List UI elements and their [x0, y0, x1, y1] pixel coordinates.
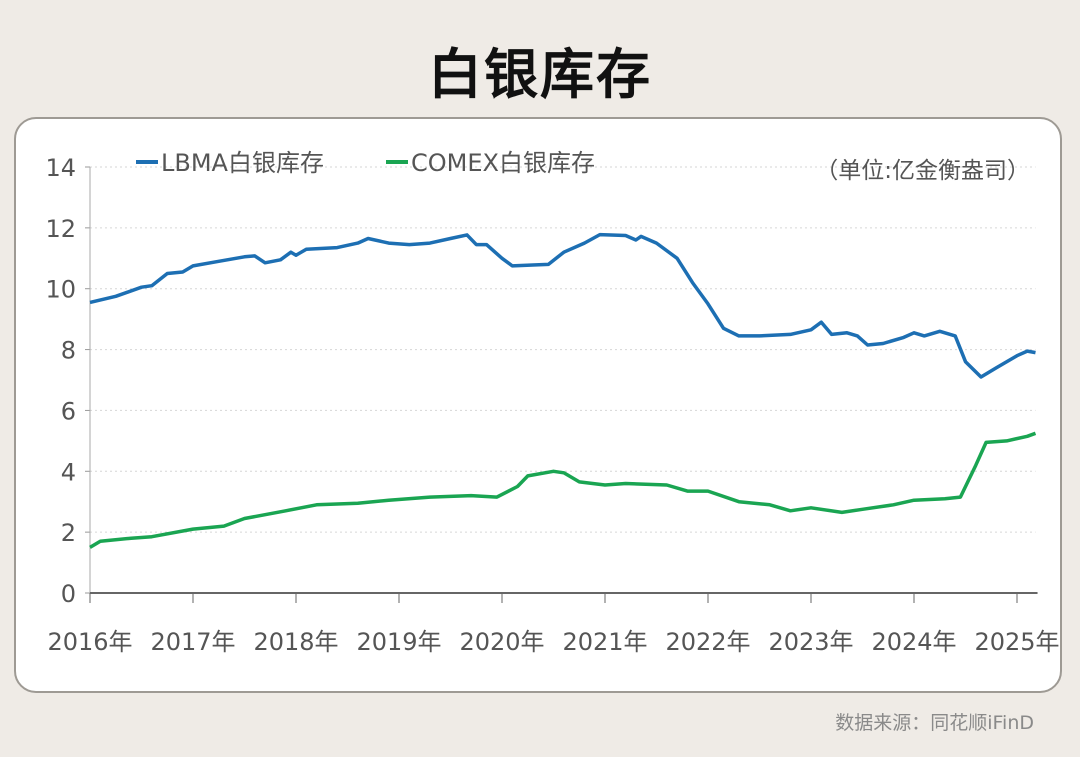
legend-label: COMEX白银库存 [411, 149, 595, 177]
y-tick-label: 4 [61, 458, 76, 486]
y-tick-label: 10 [45, 276, 76, 304]
x-tick-label: 2020年 [459, 628, 544, 656]
legend-label: LBMA白银库存 [161, 149, 324, 177]
y-tick-label: 0 [61, 580, 76, 608]
unit-label: （单位:亿金衡盎司） [815, 158, 1030, 184]
y-tick-label: 12 [45, 215, 76, 243]
y-tick-label: 2 [61, 519, 76, 547]
series-line-lbma [89, 232, 1036, 379]
x-tick-label: 2024年 [871, 628, 956, 656]
page-title: 白银库存 [428, 42, 652, 106]
x-tick-label: 2019年 [356, 628, 441, 656]
y-tick-label: 8 [61, 337, 76, 365]
x-tick-label: 2023年 [768, 628, 853, 656]
data-source: 数据来源：同花顺iFinD [835, 712, 1034, 734]
x-tick-label: 2016年 [47, 628, 132, 656]
x-tick-label: 2025年 [974, 628, 1059, 656]
x-tick-label: 2018年 [253, 628, 338, 656]
x-tick-label: 2017年 [150, 628, 235, 656]
y-tick-label: 14 [45, 154, 76, 182]
x-tick-label: 2022年 [665, 628, 750, 656]
x-tick-label: 2021年 [562, 628, 647, 656]
y-tick-label: 6 [61, 397, 76, 425]
series-line-comex [89, 431, 1037, 549]
chart-card [14, 117, 1062, 693]
